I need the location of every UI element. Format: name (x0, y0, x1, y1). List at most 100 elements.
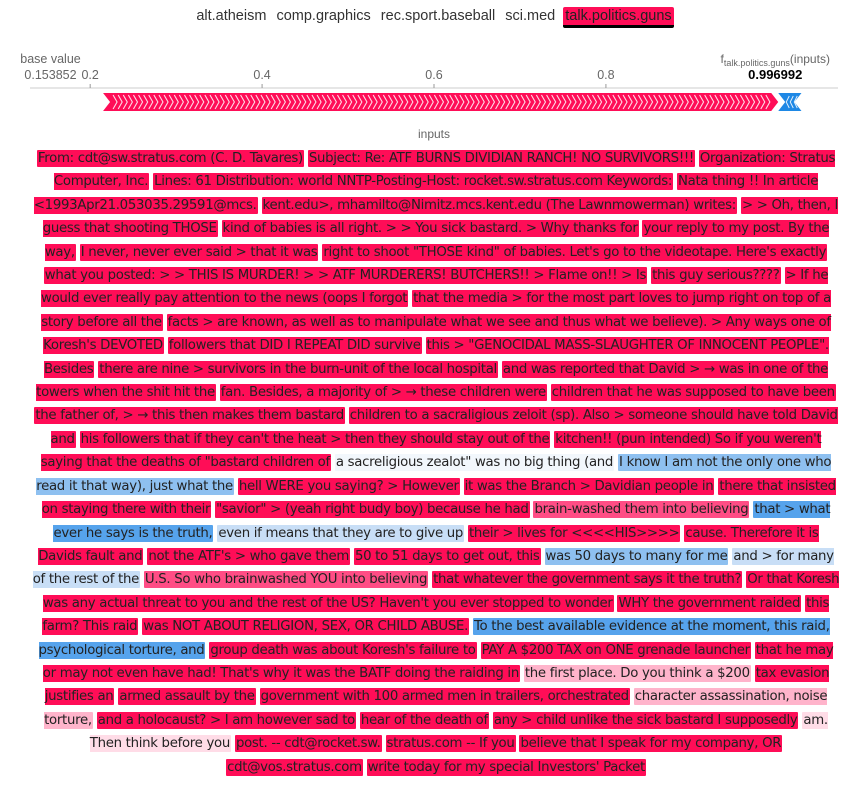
force-chevron (668, 94, 674, 110)
class-option[interactable]: comp.graphics (276, 8, 371, 24)
force-chevron (484, 94, 490, 110)
force-chevron (489, 94, 496, 110)
force-chevron (591, 94, 598, 110)
force-chevron (229, 94, 235, 110)
text-token: From: cdt@sw.stratus.com (C. D. Tavares) (36, 150, 304, 167)
text-token: "savior" > (yeah right budy boy) because… (215, 501, 530, 519)
force-chevron (444, 94, 450, 110)
force-chevron (622, 94, 628, 110)
base-value-label: base value (20, 52, 81, 66)
force-chevron (311, 94, 317, 110)
force-chevron (525, 94, 531, 110)
text-token: PAY A $200 TAX on ONE grenade launcher (480, 641, 751, 659)
force-chevron (199, 94, 205, 110)
text-token: Lines: 61 Distribution: world NNTP-Posti… (153, 173, 674, 191)
force-chevron (178, 94, 184, 110)
x-tick-label: 0.6 (425, 68, 442, 82)
force-chevron (143, 94, 149, 110)
force-chevron (403, 94, 409, 110)
force-chevron (280, 94, 286, 110)
force-chevron (387, 94, 394, 110)
force-chevron (709, 94, 715, 110)
class-option[interactable]: alt.atheism (196, 8, 267, 24)
text-token: fan. Besides, a majority of > → these ch… (219, 384, 547, 402)
force-plot: 0.2 0.4 0.6 0.8 base value 0.153852 ftalk.poli… (20, 52, 838, 111)
x-tick-label: 0.8 (597, 68, 614, 82)
force-chevron (398, 94, 404, 110)
text-token: kind of babies is all right. > > You sic… (221, 220, 639, 238)
text-token: I never, never ever said > that it was (79, 243, 319, 261)
force-chevron (163, 94, 169, 110)
force-chevron (546, 94, 552, 110)
force-chevron (382, 94, 388, 110)
force-chevron (438, 94, 445, 110)
base-value: 0.153852 (24, 68, 76, 82)
force-chevron (627, 94, 633, 110)
force-chevron (372, 94, 378, 110)
force-chevron (209, 94, 215, 110)
force-chevron (530, 94, 536, 110)
text-token: brain-washed them into believing (533, 501, 750, 519)
force-chevron (793, 95, 798, 109)
text-token: children that he was supposed to have be… (550, 384, 836, 402)
text-token: stratus.com -- If you (385, 735, 516, 753)
force-chevron (637, 94, 643, 110)
force-chevron (704, 94, 710, 110)
inputs-label: inputs (417, 127, 451, 141)
class-selector: alt.atheism comp.graphics rec.sport.base… (0, 7, 868, 28)
force-chevron (673, 94, 679, 110)
force-chevron (138, 94, 144, 110)
force-chevron (755, 94, 761, 110)
force-chevron (240, 94, 246, 110)
text-token: their > lives for <<<<HIS>>>> (467, 524, 681, 542)
force-chevron (127, 94, 133, 110)
text-token: government with 100 armed men in trailer… (259, 688, 630, 706)
force-chevron (510, 94, 516, 110)
class-option[interactable]: talk.politics.guns (563, 7, 674, 28)
force-chevron (413, 94, 419, 110)
force-chevron (688, 94, 694, 110)
text-token: cdt@vos.stratus.com (226, 758, 363, 776)
force-chevron (112, 94, 118, 110)
force-chevron (321, 94, 327, 110)
force-chevron (158, 94, 164, 110)
force-chevron (683, 94, 689, 110)
text-token: hear of the death of (359, 711, 489, 729)
force-chevron (362, 94, 368, 110)
x-tick-label: 0.2 (81, 68, 98, 82)
force-chevron (642, 94, 649, 110)
force-chevron (765, 94, 771, 110)
force-chevron (658, 94, 664, 110)
force-chevron (474, 94, 480, 110)
force-chevron (464, 94, 470, 110)
force-chevron (566, 94, 572, 110)
force-chevron (551, 94, 557, 110)
force-chevron (459, 94, 465, 110)
force-chevron (214, 94, 220, 110)
output-value: 0.996992 (748, 67, 802, 82)
force-chevron (183, 94, 190, 110)
text-token: Subject: Re: ATF BURNS DIVIDIAN RANCH! N… (307, 150, 695, 167)
force-chevron (408, 94, 414, 110)
text-token: it was the Branch > Davidian people in (463, 477, 715, 495)
force-chevron (520, 94, 526, 110)
force-chevron (148, 94, 154, 110)
class-option[interactable]: sci.med (505, 8, 556, 24)
text-token: kent.edu>, mhamilto@Nimitz.mcs.kent.edu … (261, 196, 737, 214)
text-token: was 50 days to many for me (544, 547, 729, 565)
force-chevron (535, 94, 541, 110)
force-chevron (561, 94, 567, 110)
force-chevron (326, 94, 332, 110)
force-chevron (234, 94, 241, 110)
text-token: group death was about Koresh's failure t… (209, 641, 477, 659)
force-chevron (275, 94, 281, 110)
force-chevron (515, 94, 521, 110)
force-chevron (173, 94, 179, 110)
force-chevron (301, 94, 307, 110)
force-chevron (540, 94, 547, 110)
text-token: believe that I speak for my company, OR (519, 735, 783, 753)
force-chevron (153, 94, 159, 110)
force-chevron (336, 94, 343, 110)
class-option[interactable]: rec.sport.baseball (380, 8, 496, 24)
force-chevron (270, 94, 276, 110)
